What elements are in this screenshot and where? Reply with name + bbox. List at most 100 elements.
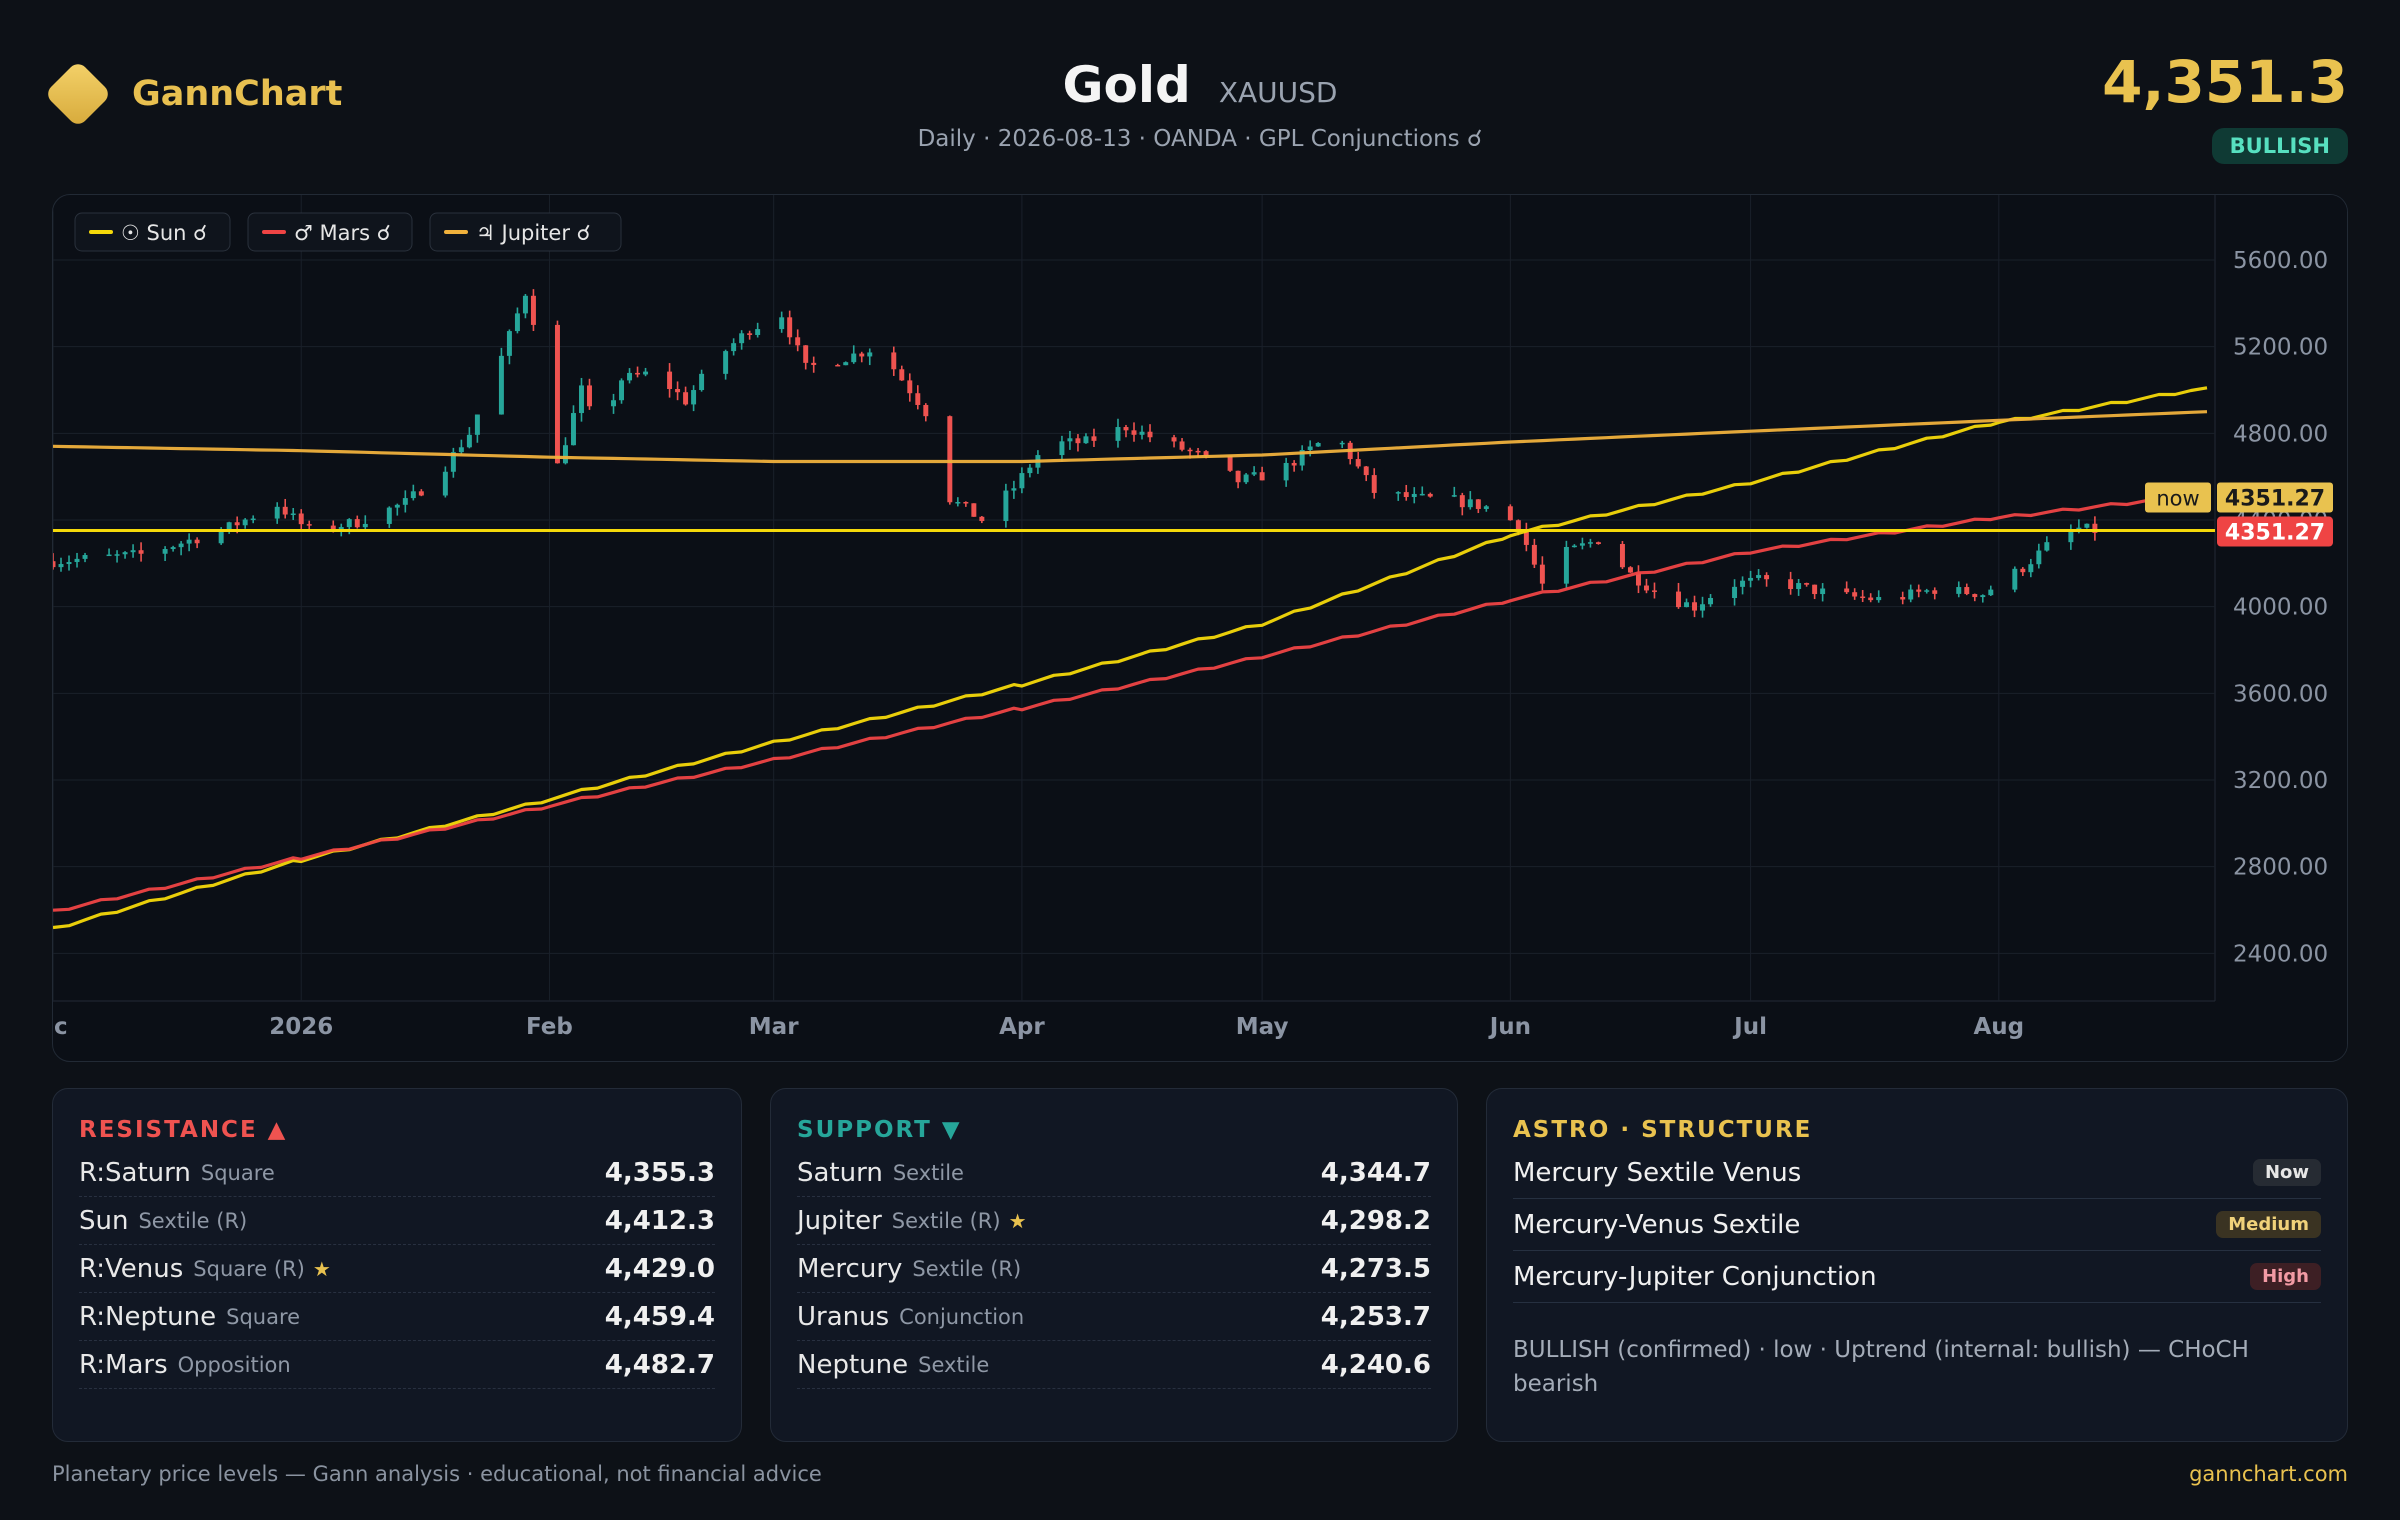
support-aspect: Sextile (R)	[891, 1208, 1001, 1233]
candle-body	[178, 543, 184, 548]
candle-body	[731, 343, 737, 352]
legend-item[interactable]: ♂ Mars ☌	[247, 212, 413, 252]
candle-body	[755, 329, 761, 335]
resistance-row[interactable]: Sun Sextile (R) 4,412.3	[79, 1197, 715, 1245]
support-aspect: Sextile (R)	[912, 1256, 1022, 1281]
candle-body	[1235, 470, 1241, 483]
candle-body	[1635, 572, 1641, 586]
support-row[interactable]: Saturn Sextile 4,344.7	[797, 1149, 1431, 1197]
candle-body	[899, 369, 905, 381]
resistance-row[interactable]: R:Neptune Square 4,459.4	[79, 1293, 715, 1341]
candle-body	[1692, 602, 1698, 611]
candle-body	[290, 513, 296, 516]
candle-body	[635, 372, 641, 375]
support-row[interactable]: Mercury Sextile (R) 4,273.5	[797, 1245, 1431, 1293]
triangle-up-icon: ▲	[267, 1117, 288, 1143]
candle-body	[1531, 544, 1537, 565]
star-icon: ★	[312, 1256, 331, 1281]
candle-body	[1708, 598, 1714, 605]
candle-body	[1339, 442, 1345, 445]
candle-body	[1756, 575, 1762, 578]
candle-body	[1083, 436, 1089, 444]
candle-body	[1027, 467, 1033, 474]
star-icon: ★	[1008, 1208, 1027, 1233]
candle-body	[1243, 474, 1249, 483]
triangle-down-icon: ▼	[941, 1117, 962, 1143]
resistance-name: R:Mars	[79, 1349, 168, 1380]
candle-body	[1179, 441, 1185, 450]
astro-row[interactable]: Mercury-Venus Sextile Medium	[1513, 1199, 2321, 1251]
astro-strength-badge: Now	[2252, 1159, 2321, 1186]
candle-body	[1091, 436, 1097, 441]
candle-body	[1459, 495, 1465, 508]
page-subtitle: Daily · 2026-08-13 · OANDA · GPL Conjunc…	[917, 126, 1483, 152]
resistance-value: 4,429.0	[604, 1253, 715, 1284]
y-tick-label: 5600.00	[2233, 248, 2328, 274]
candle-body	[1563, 546, 1569, 584]
y-tick-label: 4800.00	[2233, 421, 2328, 447]
legend-item[interactable]: ♃ Jupiter ☌	[429, 212, 622, 252]
candle-body	[226, 522, 232, 531]
x-tick-label: Jul	[1732, 1014, 1767, 1040]
candle-body	[1916, 589, 1922, 592]
support-value: 4,273.5	[1320, 1253, 1431, 1284]
candle-body	[843, 362, 849, 366]
support-row[interactable]: Uranus Conjunction 4,253.7	[797, 1293, 1431, 1341]
footer-link[interactable]: gannchart.com	[2189, 1462, 2348, 1486]
candle-body	[506, 331, 512, 356]
candle-body	[803, 345, 809, 363]
support-row[interactable]: Jupiter Sextile (R) ★ 4,298.2	[797, 1197, 1431, 1245]
candle-body	[418, 491, 424, 496]
candle-body	[330, 525, 336, 530]
support-aspect: Conjunction	[899, 1304, 1025, 1329]
price-chart[interactable]: 5600.005200.004800.004400.004000.003600.…	[52, 194, 2348, 1062]
candle-body	[1595, 542, 1601, 545]
candle-body	[338, 527, 344, 530]
candle-body	[274, 506, 280, 519]
price-axis-bg	[2215, 195, 2347, 1061]
support-row[interactable]: Neptune Sextile 4,240.6	[797, 1341, 1431, 1389]
candle-body	[410, 491, 416, 499]
candle-body	[442, 471, 448, 496]
y-tick-label: 4000.00	[2233, 595, 2328, 621]
resistance-row[interactable]: R:Mars Opposition 4,482.7	[79, 1341, 715, 1389]
candle-body	[1299, 450, 1305, 466]
candle-body	[1876, 597, 1882, 601]
now-value-tag	[2217, 482, 2333, 513]
candle-body	[1147, 431, 1153, 438]
astro-strength-badge: Medium	[2216, 1211, 2321, 1238]
page-title: Gold	[1062, 56, 1191, 114]
resistance-aspect: Square (R)	[193, 1256, 305, 1281]
candle-body	[570, 413, 576, 446]
candle-body	[611, 400, 617, 407]
resistance-row[interactable]: R:Venus Square (R) ★ 4,429.0	[79, 1245, 715, 1293]
candle-body	[1003, 490, 1009, 522]
candle-body	[1291, 462, 1297, 466]
candle-body	[619, 380, 625, 401]
candle-body	[1363, 466, 1369, 476]
resistance-value: 4,355.3	[604, 1157, 715, 1188]
candle-body	[787, 317, 793, 338]
candle-body	[1451, 495, 1457, 497]
chart-svg[interactable]: 5600.005200.004800.004400.004000.003600.…	[53, 195, 2348, 1062]
astro-row[interactable]: Mercury-Jupiter Conjunction High	[1513, 1251, 2321, 1303]
candle-body	[1195, 450, 1201, 453]
candle-body	[1123, 427, 1129, 431]
resistance-row[interactable]: R:Saturn Square 4,355.3	[79, 1149, 715, 1197]
x-tick-label: Mar	[749, 1014, 799, 1040]
now-tag-text: now	[2156, 487, 2199, 511]
y-tick-label: 3600.00	[2233, 681, 2328, 707]
candle-body	[1011, 488, 1017, 491]
candle-body	[1980, 595, 1986, 598]
candle-body	[915, 393, 921, 405]
resistance-value: 4,482.7	[604, 1349, 715, 1380]
brand[interactable]: GannChart	[44, 60, 342, 128]
candle-body	[1908, 589, 1914, 600]
price-axis-tag	[2217, 516, 2333, 547]
candle-body	[1852, 592, 1858, 597]
support-panel: SUPPORT ▼ Saturn Sextile 4,344.7 Jupiter Sex…	[770, 1088, 1458, 1442]
legend-item[interactable]: ☉ Sun ☌	[74, 212, 231, 252]
astro-row[interactable]: Mercury Sextile Venus Now	[1513, 1147, 2321, 1199]
resistance-aspect: Opposition	[177, 1352, 291, 1377]
candle-body	[1115, 427, 1121, 441]
